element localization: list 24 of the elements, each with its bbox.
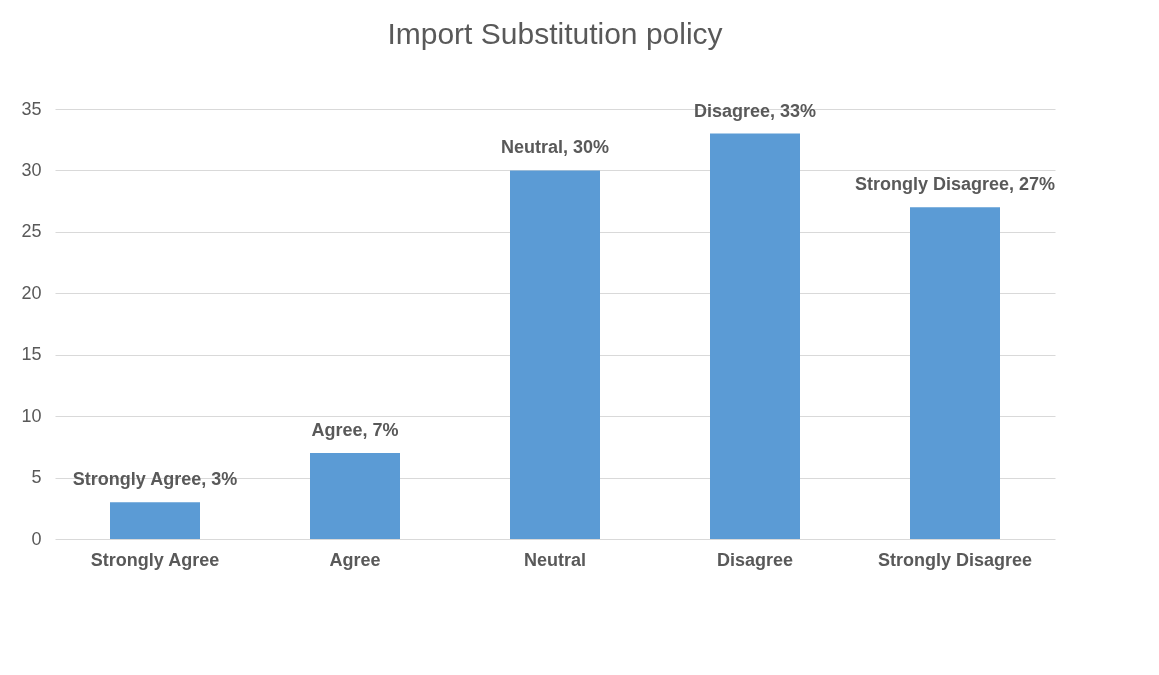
y-tick-label: 15 (21, 344, 42, 365)
x-tick-label: Strongly Agree (90, 549, 220, 570)
chart-title: Import Substitution policy (387, 17, 723, 50)
y-tick-label: 20 (21, 282, 42, 303)
y-tick-label: 5 (31, 467, 42, 488)
bar (510, 170, 600, 539)
bar (310, 453, 400, 539)
data-label: Strongly Disagree, 27% (854, 174, 1056, 195)
y-tick-label: 25 (21, 221, 42, 242)
data-label: Disagree, 33% (693, 100, 817, 121)
x-tick-label: Disagree (716, 549, 794, 570)
data-label: Agree, 7% (311, 420, 399, 440)
data-label: Neutral, 30% (500, 137, 610, 158)
y-tick-label: 10 (21, 405, 42, 426)
bar (910, 207, 1000, 539)
y-tick-label: 30 (21, 159, 42, 180)
x-tick-label: Strongly Disagree (877, 549, 1033, 570)
bar (110, 502, 200, 539)
x-tick-label: Neutral (523, 549, 587, 570)
data-label: Strongly Agree, 3% (72, 469, 238, 490)
x-tick-label: Agree (329, 549, 381, 570)
y-tick-label: 35 (21, 98, 42, 119)
bar (710, 133, 800, 539)
y-tick-label: 0 (31, 528, 42, 549)
